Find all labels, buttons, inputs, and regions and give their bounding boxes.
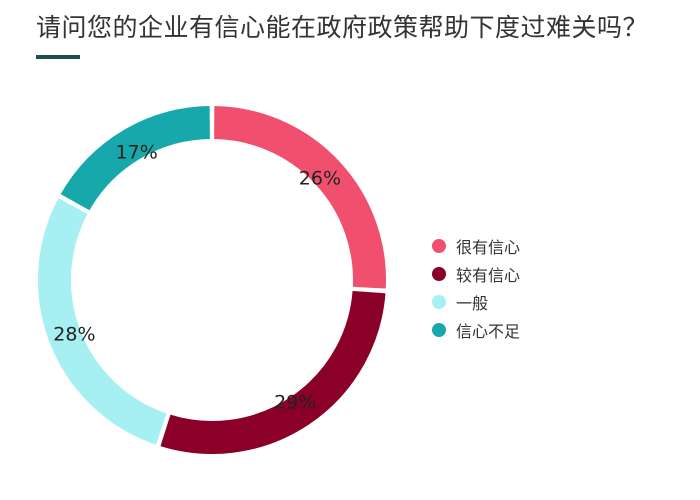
legend-swatch (432, 267, 446, 281)
donut-slice-3 (36, 195, 169, 448)
legend-swatch (432, 295, 446, 309)
chart-legend: 很有信心较有信心一般信心不足 (432, 232, 520, 344)
donut-slice-4 (57, 103, 212, 213)
legend-label: 一般 (456, 294, 489, 313)
legend-label: 很有信心 (456, 238, 521, 257)
slice-value-label-4: 17% (116, 142, 158, 164)
chart-title: 请问您的企业有信心能在政府政策帮助下度过难关吗？ (36, 13, 649, 42)
donut-slice-2 (157, 288, 388, 456)
slice-value-label-2: 29% (274, 391, 316, 413)
legend-item-3: 一般 (432, 288, 520, 316)
legend-swatch (432, 239, 446, 253)
legend-label: 信心不足 (456, 322, 521, 341)
legend-item-2: 较有信心 (432, 260, 520, 288)
legend-label: 较有信心 (456, 266, 521, 285)
title-underline (36, 55, 80, 59)
donut-slice-1 (212, 103, 388, 291)
slice-value-label-3: 28% (53, 323, 95, 345)
legend-item-4: 信心不足 (432, 316, 520, 344)
legend-swatch (432, 323, 446, 337)
legend-item-1: 很有信心 (432, 232, 520, 260)
slice-value-label-1: 26% (299, 168, 341, 190)
